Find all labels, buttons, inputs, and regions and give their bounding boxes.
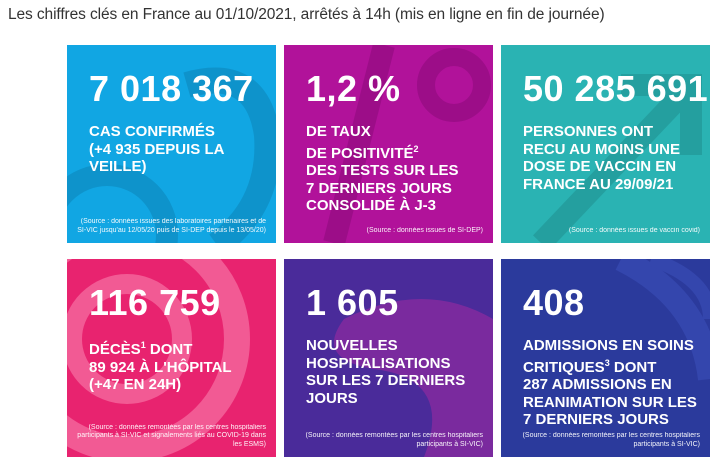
hospitalisations-tile: 1 605 NOUVELLES HOSPITALISATIONS SUR LES… bbox=[284, 259, 493, 457]
decorative-stripes-graphic bbox=[615, 259, 710, 381]
vaccination-tile: 50 285 691 PERSONNES ONT RECU AU MOINS U… bbox=[501, 45, 710, 243]
decorative-numeral-graphic bbox=[67, 67, 276, 243]
positivity-rate-tile: 1,2 % DE TAUX DE POSITIVITÉ2 DES TESTS S… bbox=[284, 45, 493, 243]
deaths-value: 116 759 bbox=[89, 282, 221, 323]
confirmed-cases-value: 7 018 367 bbox=[89, 68, 254, 109]
deaths-source: (Source : données remontées par les cent… bbox=[77, 423, 266, 448]
deaths-tile: 116 759 DÉCÈS1 DONT 89 924 À L'HÔPITAL (… bbox=[67, 259, 276, 457]
positivity-rate-source: (Source : données issues de SI-DEP) bbox=[366, 226, 483, 234]
vaccination-description: PERSONNES ONT RECU AU MOINS UNE DOSE DE … bbox=[523, 123, 680, 193]
decorative-rings-graphic bbox=[67, 259, 250, 457]
critical-care-tile: 408 ADMISSIONS EN SOINS CRITIQUES3 DONT … bbox=[501, 259, 710, 457]
vaccination-value: 50 285 691 bbox=[523, 68, 709, 109]
critical-care-value: 408 bbox=[523, 282, 585, 323]
confirmed-cases-description: CAS CONFIRMÉS (+4 935 DEPUIS LA VEILLE) bbox=[89, 123, 225, 175]
decorative-blob-graphic bbox=[334, 299, 493, 457]
critical-care-source: (Source : données remontées par les cent… bbox=[522, 432, 700, 448]
critical-care-description: ADMISSIONS EN SOINS CRITIQUES3 DONT 287 … bbox=[523, 337, 697, 428]
positivity-rate-value: 1,2 % bbox=[306, 68, 401, 109]
hospitalisations-description: NOUVELLES HOSPITALISATIONS SUR LES 7 DER… bbox=[306, 337, 466, 407]
page-title: Les chiffres clés en France au 01/10/202… bbox=[8, 6, 605, 23]
hospitalisations-source: (Source : données remontées par les cent… bbox=[305, 432, 483, 448]
hospitalisations-value: 1 605 bbox=[306, 282, 399, 323]
decorative-arrow-graphic bbox=[533, 74, 702, 243]
decorative-percent-graphic bbox=[323, 45, 491, 243]
confirmed-cases-tile: 7 018 367 CAS CONFIRMÉS (+4 935 DEPUIS L… bbox=[67, 45, 276, 243]
confirmed-cases-source: (Source : données issues des laboratoire… bbox=[77, 218, 266, 234]
deaths-description: DÉCÈS1 DONT 89 924 À L'HÔPITAL (+47 EN 2… bbox=[89, 340, 232, 393]
vaccination-source: (Source : données issues de vaccin covid… bbox=[568, 226, 700, 234]
positivity-rate-description: DE TAUX DE POSITIVITÉ2 DES TESTS SUR LES… bbox=[306, 123, 459, 214]
